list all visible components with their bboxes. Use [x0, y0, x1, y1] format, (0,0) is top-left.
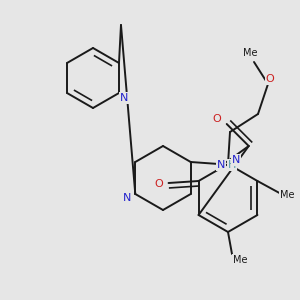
Text: N: N: [120, 93, 128, 103]
Text: O: O: [154, 179, 163, 189]
Text: N: N: [123, 193, 131, 203]
Text: Me: Me: [280, 190, 295, 200]
Text: N: N: [217, 160, 225, 170]
Text: H: H: [227, 160, 236, 170]
Text: O: O: [212, 114, 221, 124]
Text: Me: Me: [243, 48, 257, 58]
Text: Me: Me: [233, 255, 247, 265]
Text: O: O: [266, 74, 274, 84]
Text: N: N: [232, 155, 240, 165]
